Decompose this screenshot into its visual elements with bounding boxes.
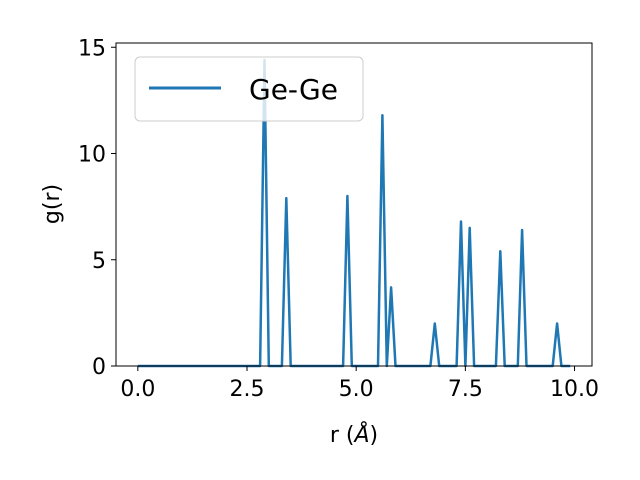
axes-ticks: 0.0 2.5 5.0 7.5 10.0 0 5 10 15 — [78, 36, 599, 402]
y-tick-label: 0 — [92, 355, 106, 380]
x-axis-label-unit: Å — [352, 421, 369, 448]
x-axis-label: r (Å) — [330, 421, 378, 448]
legend-label-ge-ge: Ge-Ge — [249, 73, 338, 106]
x-tick-label: 10.0 — [550, 377, 599, 402]
x-tick-label: 2.5 — [230, 377, 265, 402]
y-axis-label: g(r) — [40, 184, 65, 224]
legend: Ge-Ge — [134, 56, 364, 122]
x-tick-label: 7.5 — [448, 377, 483, 402]
y-tick-label: 10 — [78, 143, 106, 168]
x-tick-label: 5.0 — [339, 377, 374, 402]
axes-frame — [115, 42, 593, 367]
y-tick-label: 15 — [78, 36, 106, 61]
y-tick-label: 5 — [92, 249, 106, 274]
x-tick-label: 0.0 — [120, 377, 155, 402]
series-line-ge-ge — [137, 58, 571, 368]
x-axis-label-name: r — [330, 423, 340, 448]
plot-area — [137, 58, 571, 368]
legend-box — [134, 56, 364, 122]
